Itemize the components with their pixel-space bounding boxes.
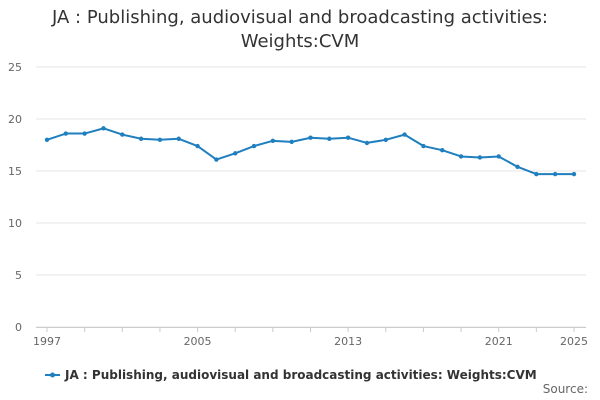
- data-point-2022[interactable]: [515, 164, 520, 170]
- data-point-2008[interactable]: [251, 143, 257, 149]
- legend[interactable]: JA : Publishing, audiovisual and broadca…: [45, 368, 537, 382]
- data-point-2006[interactable]: [214, 157, 219, 162]
- y-axis-tick-labels: 0 5 10 15 20 25: [8, 61, 22, 334]
- data-point-2021[interactable]: [496, 154, 501, 159]
- data-point-2005[interactable]: [195, 143, 200, 149]
- series-line-0: [46, 127, 574, 176]
- data-point-2013[interactable]: [345, 135, 351, 140]
- data-point-2000[interactable]: [101, 126, 106, 131]
- data-point-2020[interactable]: [477, 155, 483, 160]
- grid-lines: [36, 66, 586, 328]
- data-point-2014[interactable]: [364, 140, 370, 146]
- data-point-2011[interactable]: [308, 135, 313, 140]
- y-tick-label-10: 10: [8, 217, 22, 230]
- data-point-2019[interactable]: [458, 154, 464, 159]
- data-point-2024[interactable]: [552, 171, 558, 177]
- data-point-2016[interactable]: [402, 132, 407, 137]
- data-point-1999[interactable]: [82, 131, 87, 136]
- y-tick-label-25: 25: [8, 61, 22, 74]
- x-tick-label-2005: 2005: [184, 335, 212, 348]
- data-point-2003[interactable]: [157, 137, 163, 142]
- data-point-1997[interactable]: [44, 137, 50, 142]
- y-tick-label-20: 20: [8, 113, 22, 126]
- data-point-2007[interactable]: [233, 151, 238, 156]
- series-group: [44, 126, 577, 177]
- data-point-2001[interactable]: [120, 132, 125, 137]
- data-point-2012[interactable]: [327, 136, 332, 141]
- data-point-2004[interactable]: [176, 136, 181, 141]
- x-tick-label-2013: 2013: [334, 335, 362, 348]
- x-tick-label-2025: 2025: [560, 335, 588, 348]
- source-label: Source:: [542, 382, 588, 396]
- x-axis-tick-labels: 1997 2005 2013 2021 2025: [33, 335, 588, 348]
- data-point-2023[interactable]: [534, 171, 539, 177]
- data-point-2018[interactable]: [440, 148, 445, 153]
- chart-title: JA : Publishing, audiovisual and broadca…: [52, 7, 548, 52]
- data-point-2017[interactable]: [421, 143, 426, 149]
- y-tick-label-15: 15: [8, 165, 22, 178]
- x-tick-label-2021: 2021: [485, 335, 513, 348]
- x-axis: [36, 327, 586, 332]
- data-point-2025[interactable]: [571, 171, 577, 177]
- data-point-2002[interactable]: [138, 136, 144, 141]
- data-point-1998[interactable]: [63, 131, 69, 136]
- data-point-2009[interactable]: [270, 138, 276, 144]
- data-point-2015[interactable]: [383, 137, 388, 142]
- y-tick-label-5: 5: [15, 269, 22, 282]
- x-tick-label-1997: 1997: [33, 335, 61, 348]
- legend-label[interactable]: JA : Publishing, audiovisual and broadca…: [64, 368, 537, 382]
- legend-marker: [50, 372, 55, 378]
- data-point-2010[interactable]: [289, 139, 294, 145]
- y-tick-label-0: 0: [15, 321, 22, 334]
